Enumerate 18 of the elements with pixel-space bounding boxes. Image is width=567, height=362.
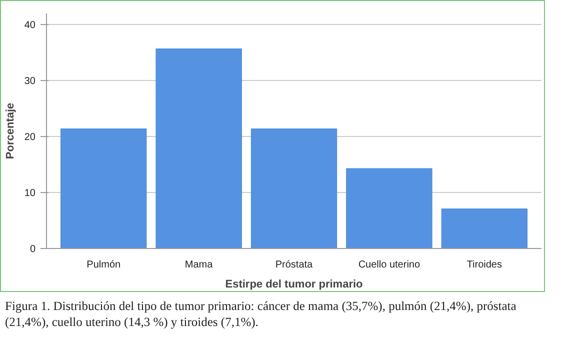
bar [441, 208, 528, 248]
y-tick-label: 30 [24, 76, 36, 88]
x-tick-label: Mama [184, 260, 214, 270]
y-tick-label: 0 [30, 244, 36, 255]
y-tick-label: 20 [24, 132, 36, 144]
x-tick-label: Pulmón [86, 260, 121, 270]
x-tick-label: Cuello uterino [358, 260, 420, 270]
bar [156, 48, 242, 248]
bar [346, 168, 432, 248]
y-tick-label: 40 [24, 20, 36, 32]
y-axis-title: Porcentaje [4, 102, 16, 160]
x-tick-label: Tiroides [466, 260, 502, 270]
x-tick-label: Próstata [275, 260, 314, 270]
text: Figura 1. Distribución del tipo de tumor primario: cáncer de mama (35,7%), pulmón (21,4%), próstata (21,4%), cuello uterino (14,3 %) y tiroides (7,1%). [5, 299, 518, 330]
x-axis-title: Estirpe del tumor primario [225, 278, 364, 290]
y-tick-label: 10 [24, 188, 36, 200]
bar [60, 128, 147, 248]
bar [250, 128, 338, 248]
